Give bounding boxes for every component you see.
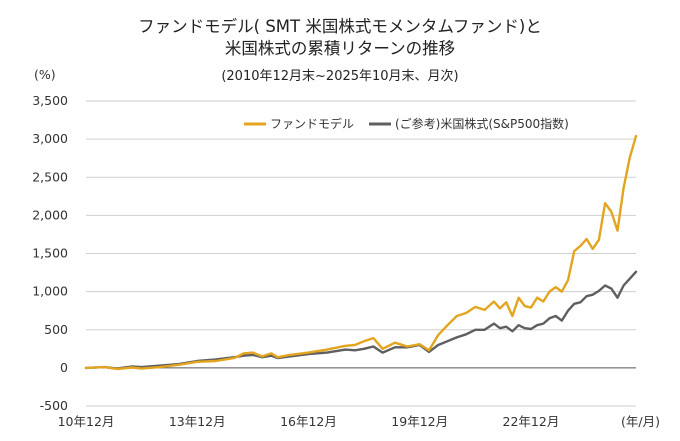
legend-label-fund-model: ファンドモデル <box>270 116 354 131</box>
chart-title: ファンドモデル( SMT 米国株式モメンタムファンド)と <box>138 16 542 36</box>
y-tick-label: 1,500 <box>32 246 68 261</box>
x-tick-label: 13年12月 <box>169 414 226 429</box>
y-tick-label: 500 <box>44 322 68 337</box>
y-tick-label: 3,500 <box>32 93 68 108</box>
chart-subtitle: (2010年12月末~2025年10月末、月次) <box>221 68 458 84</box>
gridlines <box>86 100 636 407</box>
y-tick-label: 2,500 <box>32 169 68 184</box>
y-tick-label: 3,000 <box>32 131 68 146</box>
x-tick-label: 22年12月 <box>503 414 560 429</box>
x-unit-label: (年/月) <box>621 414 660 429</box>
series-line-sp500 <box>84 270 638 370</box>
y-tick-label: 2,000 <box>32 207 68 222</box>
series-line-fund-model <box>84 134 638 371</box>
chart-title-line2: 米国株式の累積リターンの推移 <box>225 39 455 58</box>
series-lines <box>84 134 638 371</box>
y-unit-label: (%) <box>34 67 56 82</box>
y-axis-ticks: -500 0 500 1,000 1,500 2,000 2,500 3,000 3,500 <box>32 93 68 413</box>
legend: ファンドモデル (ご参考)米国株式(S&P500指数) <box>244 116 569 131</box>
y-tick-label: 0 <box>60 360 68 375</box>
y-tick-label: -500 <box>40 398 68 413</box>
x-tick-label: 16年12月 <box>280 414 337 429</box>
x-tick-label: 10年12月 <box>58 414 115 429</box>
legend-label-sp500: (ご参考)米国株式(S&P500指数) <box>395 116 569 131</box>
x-axis-ticks: 10年12月 13年12月 16年12月 19年12月 22年12月 <box>58 414 560 429</box>
x-tick-label: 19年12月 <box>391 414 448 429</box>
y-tick-label: 1,000 <box>32 284 68 299</box>
